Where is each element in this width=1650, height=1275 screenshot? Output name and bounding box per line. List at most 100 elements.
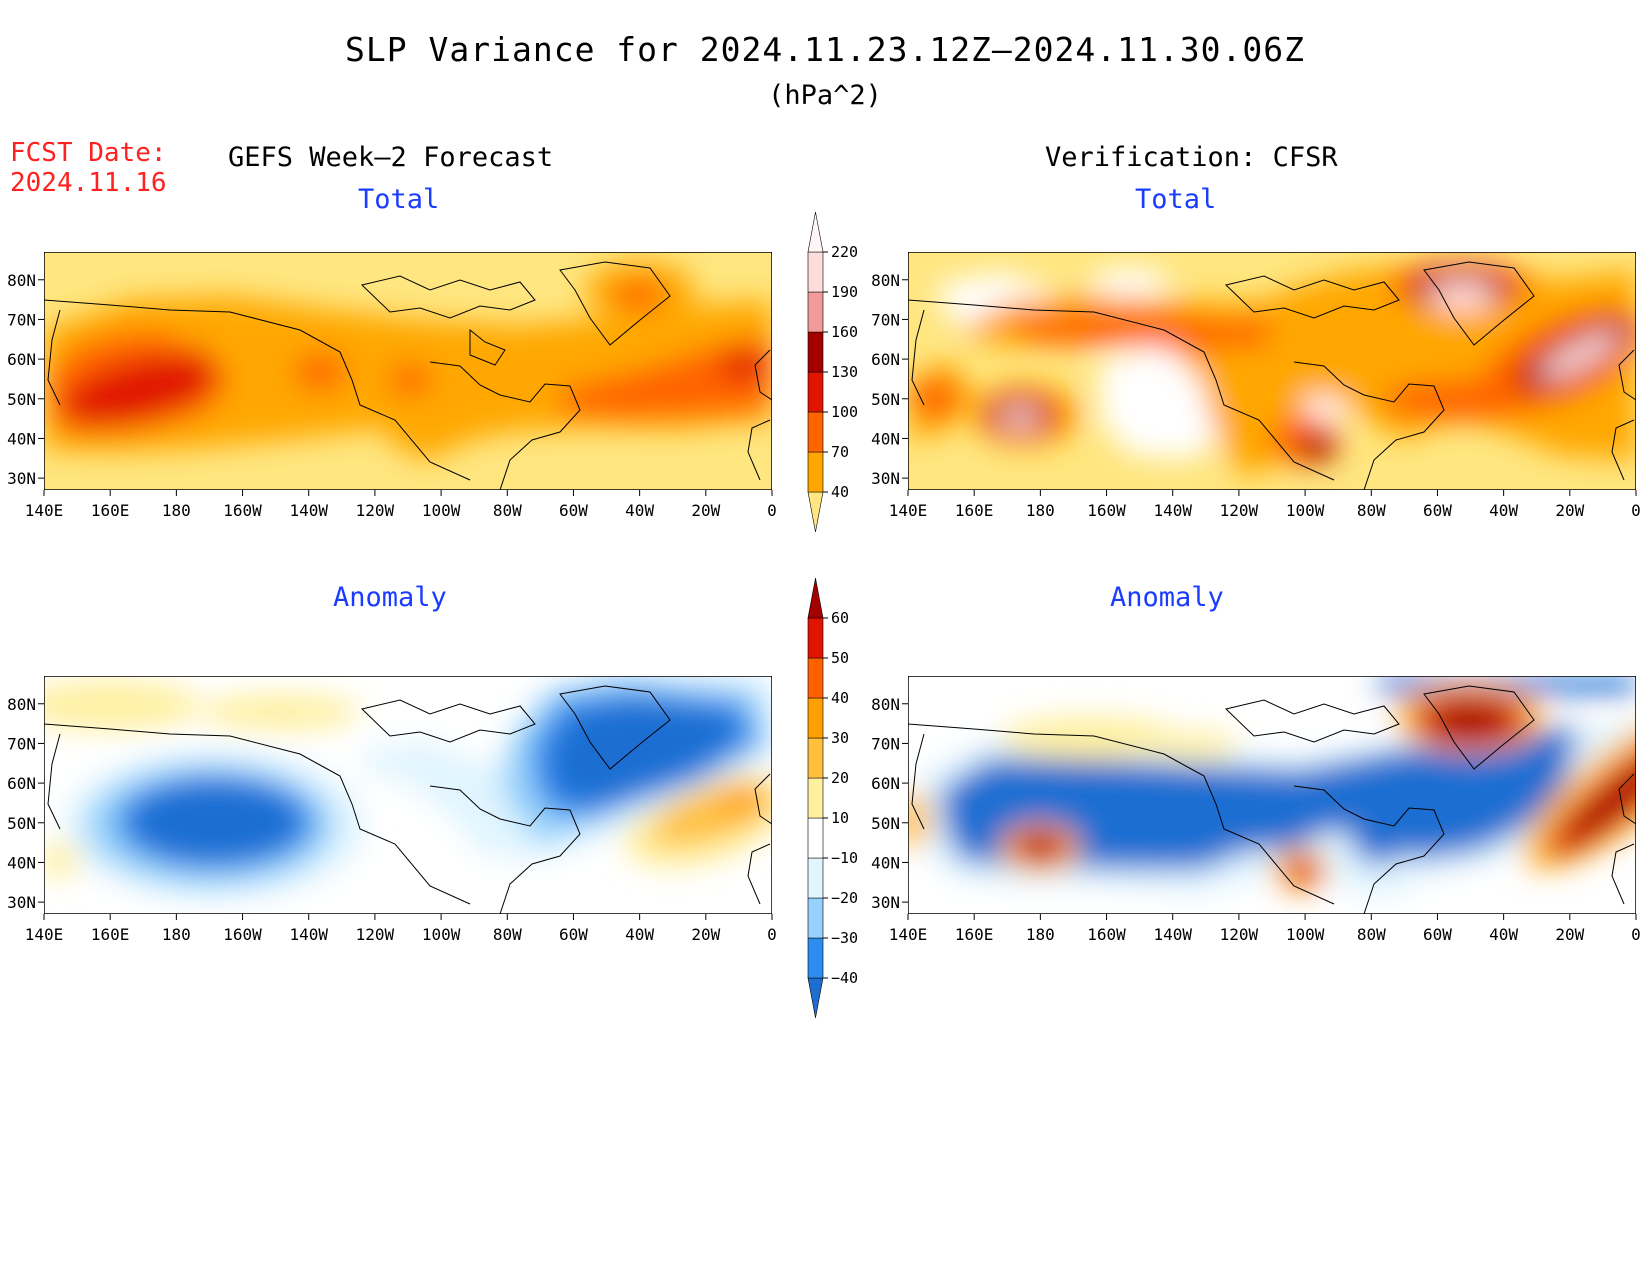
lat-tick-label: 70N [7, 310, 36, 329]
lon-tick-label: 160W [223, 501, 262, 520]
lat-tick-label: 30N [871, 893, 900, 912]
lat-tick-label: 80N [871, 695, 900, 714]
lon-tick-label: 160E [91, 925, 130, 944]
lon-tick-label: 160E [91, 501, 130, 520]
colorbar-label: 40 [831, 689, 849, 707]
colorbar-bin [807, 657, 824, 699]
panel-title-verification-anomaly: Anomaly [1110, 582, 1224, 613]
colorbar-bin [807, 211, 824, 253]
lat-tick-label: 30N [871, 469, 900, 488]
lon-tick-label: 180 [162, 925, 191, 944]
lon-tick-label: 0 [767, 925, 777, 944]
lon-tick-label: 20W [691, 925, 720, 944]
colorbar-bin [807, 251, 824, 293]
lon-tick-label: 160E [955, 501, 994, 520]
total-colorbar: 40 70 100 130 160 190 220 [807, 211, 858, 533]
lat-tick-label: 80N [7, 695, 36, 714]
lat-tick-label: 40N [7, 853, 36, 872]
lon-tick-label: 100W [422, 925, 461, 944]
colorbar-label: 50 [831, 649, 849, 667]
lon-tick-label: 120W [356, 501, 395, 520]
colorbar-label: −20 [831, 889, 858, 907]
lon-tick-label: 120W [1220, 925, 1259, 944]
forecast-date-label: FCST Date: [10, 138, 167, 168]
right-column-title: Verification: CFSR [1045, 142, 1338, 173]
left-column-title: GEFS Week–2 Forecast [228, 142, 554, 173]
colorbar-label: 40 [831, 483, 849, 501]
colorbar-bin [807, 937, 824, 979]
lat-tick-label: 60N [871, 774, 900, 793]
colorbar-label: 10 [831, 809, 849, 827]
lon-tick-label: 160W [223, 925, 262, 944]
lat-tick-label: 60N [7, 350, 36, 369]
colorbar-label: 190 [831, 283, 858, 301]
lon-tick-label: 80W [1357, 501, 1386, 520]
lon-tick-label: 0 [767, 501, 777, 520]
lat-tick-label: 30N [7, 893, 36, 912]
lon-tick-label: 60W [559, 925, 588, 944]
colorbar-bin [807, 737, 824, 779]
lon-tick-label: 180 [1026, 925, 1055, 944]
colorbar-bin [807, 411, 824, 453]
lat-tick-label: 70N [7, 734, 36, 753]
lon-tick-label: 40W [1489, 925, 1518, 944]
lon-tick-label: 140E [25, 501, 64, 520]
forecast-date-value: 2024.11.16 [10, 168, 167, 198]
lon-tick-label: 120W [356, 925, 395, 944]
colorbar-bin [807, 817, 824, 859]
lon-tick-label: 60W [1423, 925, 1452, 944]
lon-tick-label: 120W [1220, 501, 1259, 520]
lon-tick-label: 140W [289, 925, 328, 944]
lat-tick-label: 50N [7, 390, 36, 409]
lat-tick-label: 70N [871, 310, 900, 329]
lat-tick-label: 50N [7, 814, 36, 833]
lat-tick-label: 60N [7, 774, 36, 793]
lat-tick-label: 40N [871, 429, 900, 448]
lat-tick-label: 50N [871, 814, 900, 833]
colorbar-label: −40 [831, 969, 858, 987]
colorbar-label: 60 [831, 609, 849, 627]
lon-tick-label: 80W [493, 925, 522, 944]
colorbar-label: 100 [831, 403, 858, 421]
lon-tick-label: 100W [422, 501, 461, 520]
lon-tick-label: 160W [1087, 925, 1126, 944]
lon-tick-label: 20W [1555, 501, 1584, 520]
lon-tick-label: 160W [1087, 501, 1126, 520]
lat-tick-label: 80N [7, 271, 36, 290]
colorbar-bin [807, 491, 824, 533]
map-axes: 140E 160E 180 160W 140W 120W 100W 80W 60W 40W 20W 0… [7, 271, 1641, 944]
colorbar-bin [807, 697, 824, 739]
colorbar-bin [807, 371, 824, 413]
lon-tick-label: 140E [25, 925, 64, 944]
lon-tick-label: 140W [1153, 925, 1192, 944]
lon-tick-label: 80W [1357, 925, 1386, 944]
map-panel-verification-total [908, 252, 1636, 490]
lat-tick-label: 30N [7, 469, 36, 488]
lat-tick-label: 60N [871, 350, 900, 369]
lon-tick-label: 100W [1286, 501, 1325, 520]
lon-tick-label: 40W [625, 925, 654, 944]
lon-tick-label: 140E [889, 501, 928, 520]
colorbar-label: 220 [831, 243, 858, 261]
colorbar-bin [807, 617, 824, 659]
lon-tick-label: 20W [691, 501, 720, 520]
colorbar-bin [807, 451, 824, 493]
colorbar-bin [807, 897, 824, 939]
lon-tick-label: 40W [625, 501, 654, 520]
colorbar-bin [807, 331, 824, 373]
lon-tick-label: 0 [1631, 501, 1641, 520]
lat-tick-label: 80N [871, 271, 900, 290]
panel-title-verification-total: Total [1135, 184, 1217, 215]
lon-tick-label: 20W [1555, 925, 1584, 944]
lon-tick-label: 60W [1423, 501, 1452, 520]
colorbar-bin [807, 857, 824, 899]
panel-title-forecast-anomaly: Anomaly [333, 582, 447, 613]
colorbar-label: −10 [831, 849, 858, 867]
lon-tick-label: 140W [1153, 501, 1192, 520]
lat-tick-label: 40N [871, 853, 900, 872]
units-label: (hPa^2) [768, 80, 882, 111]
colorbar-bin [807, 577, 824, 619]
colorbar-label: 30 [831, 729, 849, 747]
colorbar-bin [807, 977, 824, 1019]
